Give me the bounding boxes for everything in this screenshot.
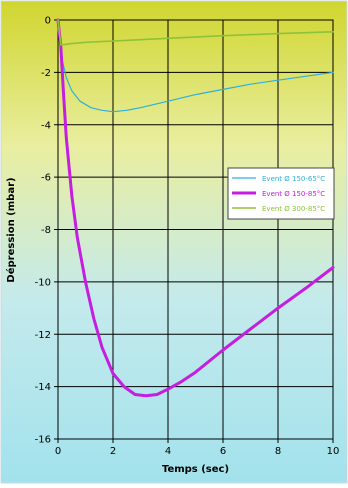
x-tick-label: 10 — [327, 446, 340, 457]
x-tick-label: 8 — [275, 446, 281, 457]
y-tick-label: -4 — [41, 120, 51, 131]
x-tick-label: 2 — [110, 446, 116, 457]
series-line-1 — [57, 19, 334, 113]
x-axis-label: Temps (sec) — [162, 464, 229, 475]
y-tick-label: -8 — [41, 225, 51, 236]
y-tick-label: -16 — [35, 435, 51, 446]
x-tick-label: 0 — [55, 446, 61, 457]
axis-ticks: 0 2 4 6 8 10 0 -2 -4 -6 -8 -10 -12 -14 -16 — [35, 16, 340, 458]
legend-label: Event Ø 150-85°C — [262, 190, 325, 198]
legend-label: Event Ø 300-85°C — [262, 205, 325, 213]
x-tick-label: 6 — [220, 446, 226, 457]
y-tick-label: -14 — [35, 382, 51, 393]
series-lines — [56, 18, 335, 398]
y-tick-label: -10 — [35, 277, 51, 288]
series-line-3 — [57, 19, 334, 46]
y-axis-label: Dépression (mbar) — [5, 177, 17, 282]
y-tick-label: -12 — [35, 330, 51, 341]
y-tick-label: -2 — [41, 68, 51, 79]
x-tick-label: 4 — [165, 446, 171, 457]
y-tick-label: -6 — [41, 173, 51, 184]
legend-label: Event Ø 150-65°C — [262, 175, 325, 183]
y-tick-label: 0 — [45, 16, 51, 27]
legend: Event Ø 150-65°C Event Ø 150-85°C Event Ø … — [227, 167, 335, 220]
series-line-2 — [56, 18, 335, 398]
